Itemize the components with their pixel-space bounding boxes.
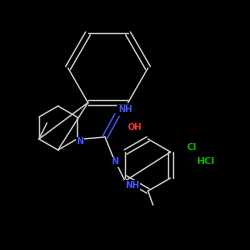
Text: HCl: HCl: [196, 158, 214, 166]
Text: N: N: [112, 158, 118, 166]
Text: OH: OH: [128, 122, 142, 132]
Text: N: N: [76, 138, 84, 146]
Text: NH: NH: [118, 106, 132, 114]
Text: NH: NH: [125, 180, 139, 190]
Text: Cl: Cl: [187, 144, 197, 152]
